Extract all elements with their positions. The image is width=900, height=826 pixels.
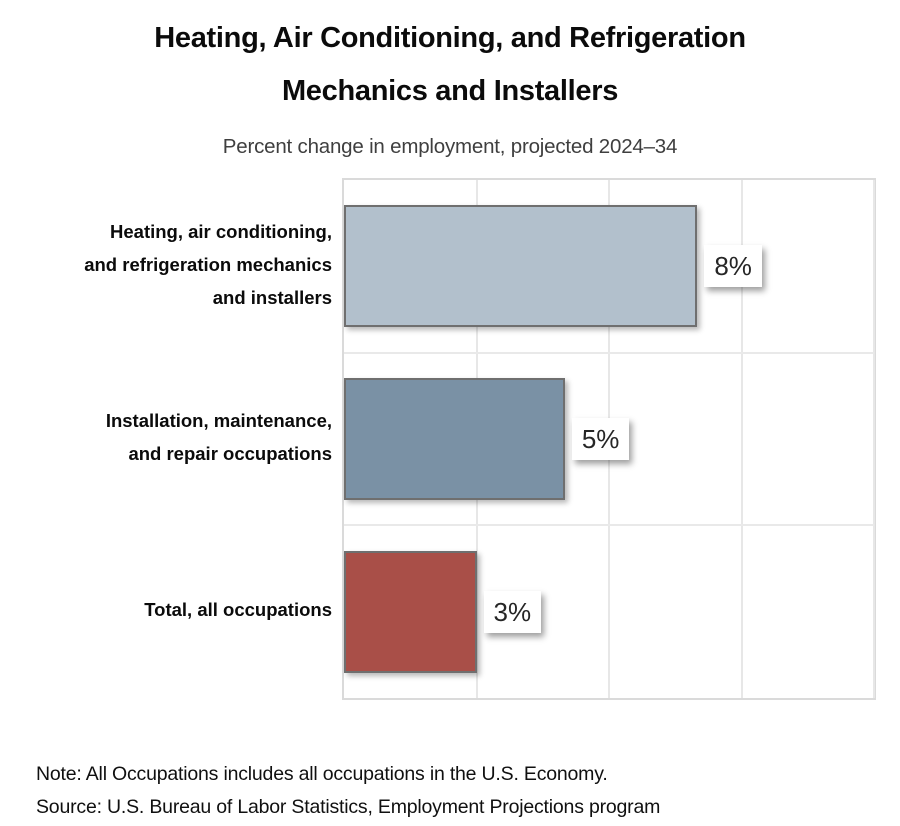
bar-3 (344, 550, 477, 673)
category-label-line: Installation, maintenance, (105, 409, 332, 431)
row-separator (344, 351, 874, 354)
bar-1 (344, 205, 698, 328)
value-label-3: 3% (483, 590, 542, 633)
note-line: Note: All Occupations includes all occup… (36, 763, 608, 785)
category-label-1: Heating, air conditioning, and refrigerat… (28, 178, 332, 351)
row-separator (344, 524, 874, 527)
bar-2 (344, 378, 565, 500)
category-label-line: Total, all occupations (144, 599, 332, 621)
value-label-1: 8% (704, 245, 762, 288)
category-label-line: and repair occupations (128, 442, 332, 464)
category-label-line: Heating, air conditioning, (110, 220, 332, 242)
category-label-line: and installers (212, 286, 332, 308)
chart-title: Heating, Air Conditioning, and Refrigera… (0, 12, 900, 118)
category-axis: Heating, air conditioning, and refrigerat… (28, 178, 332, 700)
source-line: Source: U.S. Bureau of Labor Statistics,… (36, 796, 661, 818)
chart-title-line1: Heating, Air Conditioning, and Refrigera… (154, 22, 746, 54)
value-label-2: 5% (571, 418, 630, 460)
plot-area: 8% 5% 3% (342, 178, 876, 700)
gridline-12pct (873, 180, 875, 698)
gridline-9pct (740, 180, 743, 698)
chart-subtitle: Percent change in employment, projected … (222, 135, 678, 158)
category-label-2: Installation, maintenance, and repair occ… (28, 351, 332, 524)
chart-title-line2: Mechanics and Installers (281, 75, 619, 107)
footnotes: Note: All Occupations includes all occup… (36, 758, 866, 824)
category-label-line: and refrigeration mechanics (84, 253, 332, 275)
category-label-3: Total, all occupations (28, 523, 332, 696)
